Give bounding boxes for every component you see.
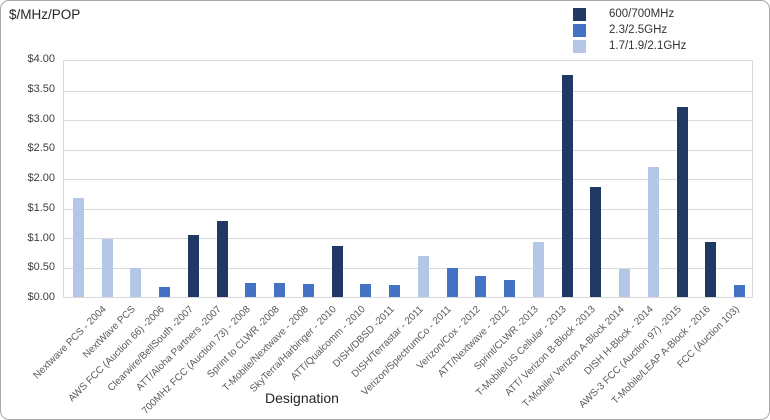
bar[interactable] bbox=[216, 221, 228, 297]
bar[interactable] bbox=[417, 256, 429, 297]
legend: 600/700MHz 2.3/2.5GHz 1.7/1.9/2.1GHz bbox=[573, 6, 686, 54]
y-tick-label: $2.00 bbox=[27, 172, 55, 184]
bar[interactable] bbox=[101, 239, 113, 297]
x-axis-title: Designation bbox=[265, 390, 339, 406]
legend-item[interactable]: 600/700MHz bbox=[573, 6, 686, 22]
gridline bbox=[64, 179, 752, 180]
legend-swatch-icon bbox=[573, 23, 586, 37]
bar[interactable] bbox=[561, 74, 573, 297]
gridline bbox=[64, 90, 752, 92]
bar[interactable] bbox=[676, 107, 688, 297]
y-tick-label: $3.00 bbox=[27, 112, 55, 125]
gridline bbox=[64, 267, 752, 269]
y-tick-label: $3.50 bbox=[27, 82, 55, 95]
gridline bbox=[64, 238, 752, 239]
bar[interactable] bbox=[504, 280, 516, 297]
y-tick-label: $0.00 bbox=[27, 291, 55, 303]
bar[interactable] bbox=[532, 242, 544, 297]
bar[interactable] bbox=[647, 167, 659, 297]
plot-area bbox=[63, 60, 753, 298]
y-tick-label: $1.50 bbox=[27, 201, 55, 214]
bar[interactable] bbox=[590, 187, 602, 297]
legend-label: 1.7/1.9/2.1GHz bbox=[609, 40, 687, 52]
y-tick-label: $0.50 bbox=[27, 261, 55, 274]
bar[interactable] bbox=[187, 235, 199, 297]
bar[interactable] bbox=[245, 282, 257, 297]
bar[interactable] bbox=[705, 242, 717, 297]
bar[interactable] bbox=[274, 282, 286, 297]
chart-title: $/MHz/POP bbox=[9, 7, 81, 22]
bar[interactable] bbox=[331, 246, 343, 297]
bar[interactable] bbox=[130, 267, 142, 297]
bar[interactable] bbox=[360, 284, 372, 297]
bar[interactable] bbox=[389, 285, 401, 297]
bar[interactable] bbox=[619, 268, 631, 297]
bar[interactable] bbox=[72, 197, 84, 297]
legend-swatch-icon bbox=[573, 7, 586, 21]
bar[interactable] bbox=[446, 267, 458, 297]
y-tick-label: $4.00 bbox=[27, 53, 55, 65]
bar[interactable] bbox=[475, 276, 487, 297]
legend-label: 2.3/2.5GHz bbox=[609, 24, 668, 36]
legend-item[interactable]: 1.7/1.9/2.1GHz bbox=[573, 38, 686, 54]
gridline bbox=[64, 208, 752, 210]
bar[interactable] bbox=[159, 286, 171, 297]
gridline bbox=[64, 120, 752, 121]
gridline bbox=[64, 149, 752, 151]
legend-swatch-icon bbox=[573, 39, 586, 53]
bar[interactable] bbox=[734, 284, 746, 297]
legend-item[interactable]: 2.3/2.5GHz bbox=[573, 22, 686, 38]
legend-label: 600/700MHz bbox=[609, 8, 675, 20]
y-tick-label: $2.50 bbox=[27, 142, 55, 155]
y-tick-label: $1.00 bbox=[27, 231, 55, 244]
bar[interactable] bbox=[302, 284, 314, 297]
